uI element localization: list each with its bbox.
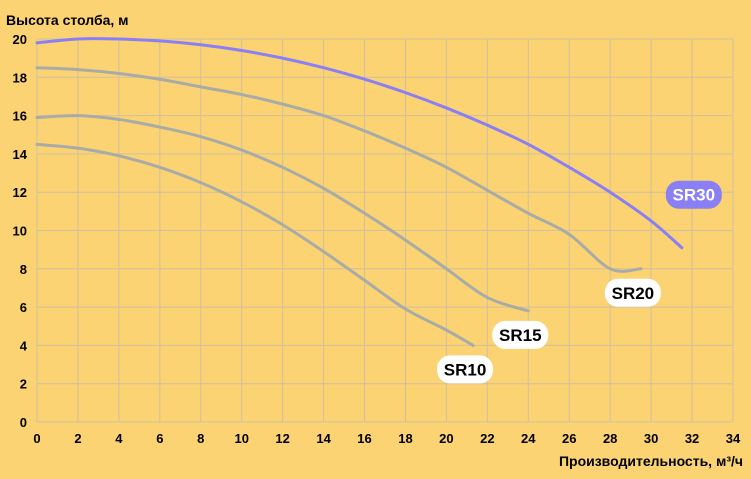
x-tick-label: 18 (398, 431, 412, 446)
sr30-label-badge (665, 180, 722, 209)
series-labels: SR10 SR15 SR20 SR30 (437, 180, 722, 384)
y-tick-label: 12 (13, 185, 27, 200)
x-tick-label: 14 (316, 431, 331, 446)
y-tick-label: 18 (13, 70, 27, 85)
y-tick-label: 14 (13, 147, 28, 162)
x-tick-label: 20 (439, 431, 453, 446)
sr15-label: SR15 (492, 320, 549, 349)
x-tick-label: 0 (33, 431, 40, 446)
x-tick-label: 26 (562, 431, 576, 446)
sr10-label-badge (437, 355, 494, 384)
x-axis-ticks: 0 2 4 6 8 10 12 14 16 18 20 22 24 26 28 30 32 34 (33, 431, 741, 446)
x-tick-label: 2 (74, 431, 81, 446)
sr15-label-badge (492, 320, 549, 349)
y-tick-label: 4 (20, 338, 28, 353)
y-tick-label: 10 (13, 224, 27, 239)
x-tick-label: 16 (357, 431, 371, 446)
sr10-label-text: SR10 (444, 360, 487, 379)
x-tick-label: 34 (726, 431, 741, 446)
sr20-label-text: SR20 (612, 284, 655, 303)
sr15-curve (35, 114, 530, 313)
y-tick-label: 0 (20, 415, 27, 430)
y-tick-label: 8 (20, 262, 27, 277)
x-axis-title: Производительность, м³/ч (559, 453, 743, 469)
x-tick-label: 6 (156, 431, 163, 446)
y-axis-ticks: 0 2 4 6 8 10 12 14 16 18 20 (13, 32, 28, 430)
sr30-curve (35, 37, 684, 250)
sr10-curve (35, 142, 475, 347)
y-tick-label: 16 (13, 109, 27, 124)
sr15-label-text: SR15 (499, 326, 542, 345)
sr20-curve (35, 66, 643, 273)
x-tick-label: 30 (644, 431, 658, 446)
x-tick-label: 12 (275, 431, 289, 446)
sr20-label-badge (604, 278, 661, 307)
sr30-label-text: SR30 (673, 186, 716, 205)
x-tick-label: 24 (521, 431, 536, 446)
series-curves (35, 37, 684, 347)
y-axis-title: Высота столба, м (6, 12, 129, 28)
sr30-label: SR30 (665, 180, 722, 209)
grid (36, 38, 734, 423)
x-tick-label: 4 (115, 431, 123, 446)
sr20-label: SR20 (604, 278, 661, 307)
x-tick-label: 22 (480, 431, 494, 446)
y-tick-label: 6 (20, 300, 27, 315)
y-tick-label: 2 (20, 377, 27, 392)
sr10-label: SR10 (437, 355, 494, 384)
y-tick-label: 20 (13, 32, 27, 47)
x-tick-label: 10 (234, 431, 248, 446)
x-tick-label: 8 (197, 431, 204, 446)
x-tick-label: 28 (603, 431, 617, 446)
x-tick-label: 32 (685, 431, 699, 446)
